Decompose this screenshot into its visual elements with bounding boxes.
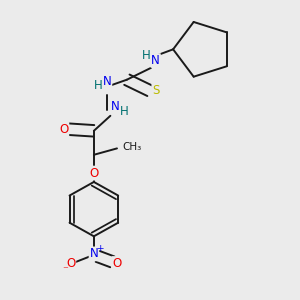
Text: O: O: [112, 257, 122, 270]
Text: S: S: [152, 84, 160, 98]
Text: +: +: [96, 244, 103, 253]
Text: N: N: [111, 100, 120, 113]
Text: H: H: [142, 49, 151, 62]
Text: H: H: [120, 105, 129, 118]
Text: N: N: [103, 75, 111, 88]
Text: N: N: [89, 248, 98, 260]
Text: H: H: [94, 79, 103, 92]
Text: CH₃: CH₃: [122, 142, 141, 152]
Text: O: O: [66, 257, 75, 270]
Text: ⁻: ⁻: [62, 266, 68, 275]
Text: O: O: [59, 123, 68, 136]
Text: O: O: [89, 167, 98, 179]
Text: N: N: [151, 54, 160, 67]
